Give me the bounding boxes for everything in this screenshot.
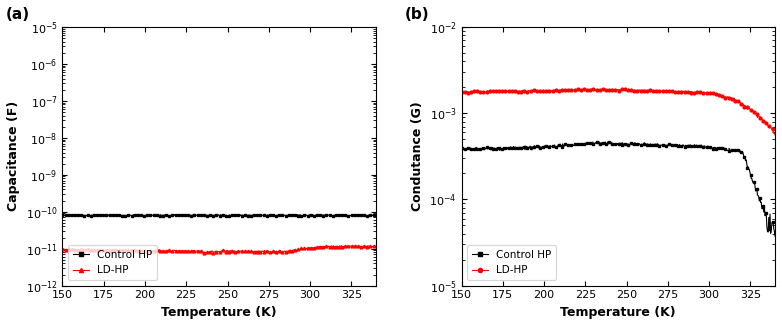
Control HP: [365, 213, 375, 217]
LD-HP: [364, 244, 374, 248]
Control HP: [210, 214, 219, 217]
X-axis label: Temperature (K): Temperature (K): [561, 306, 676, 319]
LD-HP: [210, 250, 219, 254]
Line: Control HP: Control HP: [460, 141, 777, 238]
Control HP: [371, 214, 381, 218]
X-axis label: Temperature (K): Temperature (K): [161, 306, 277, 319]
Control HP: [316, 214, 325, 218]
Control HP: [606, 141, 615, 145]
LD-HP: [606, 87, 615, 91]
LD-HP: [245, 249, 254, 253]
Y-axis label: Capacitance (F): Capacitance (F): [7, 101, 20, 212]
Control HP: [627, 142, 637, 146]
LD-HP: [58, 247, 67, 251]
LD-HP: [457, 90, 466, 94]
LD-HP: [315, 245, 325, 249]
Control HP: [228, 213, 238, 217]
Control HP: [58, 213, 67, 217]
LD-HP: [627, 87, 637, 91]
LD-HP: [371, 244, 381, 248]
LD-HP: [644, 88, 654, 92]
Control HP: [644, 142, 654, 146]
LD-HP: [770, 133, 780, 137]
LD-HP: [763, 124, 773, 128]
Text: (b): (b): [405, 7, 429, 22]
LD-HP: [715, 93, 724, 96]
Line: Control HP: Control HP: [61, 213, 378, 218]
Text: (a): (a): [6, 7, 30, 22]
Control HP: [246, 213, 255, 217]
Y-axis label: Condutance (G): Condutance (G): [411, 101, 424, 211]
Line: LD-HP: LD-HP: [61, 244, 378, 254]
Legend: Control HP, LD-HP: Control HP, LD-HP: [467, 245, 556, 280]
Control HP: [763, 230, 773, 234]
Control HP: [222, 215, 231, 218]
LD-HP: [608, 88, 618, 92]
LD-HP: [204, 251, 213, 255]
LD-HP: [207, 249, 217, 253]
Control HP: [603, 140, 612, 144]
Control HP: [207, 214, 217, 217]
Control HP: [770, 234, 780, 238]
Line: LD-HP: LD-HP: [460, 88, 777, 136]
LD-HP: [579, 87, 589, 91]
Control HP: [189, 212, 199, 216]
Control HP: [608, 142, 618, 146]
Control HP: [457, 146, 466, 150]
LD-HP: [228, 250, 238, 254]
LD-HP: [369, 244, 378, 247]
Control HP: [715, 146, 724, 150]
Legend: Control HP, LD-HP: Control HP, LD-HP: [68, 245, 157, 280]
